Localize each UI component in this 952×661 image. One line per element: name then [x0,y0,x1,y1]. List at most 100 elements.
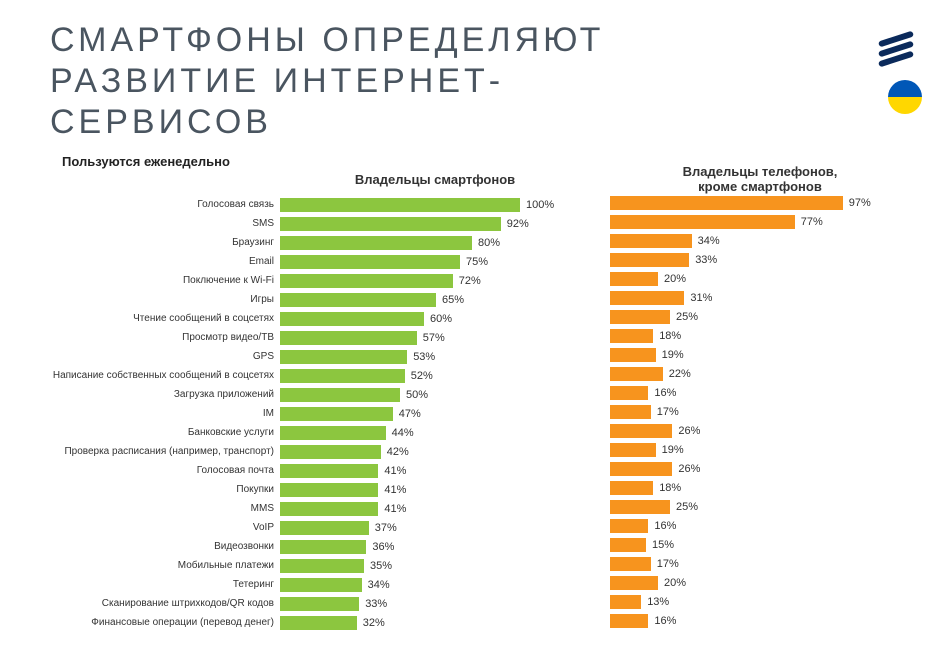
bar-row: 47% [280,404,590,423]
bar [610,500,670,514]
category-label: Игры [50,290,280,309]
bar [280,274,453,288]
bar [280,312,424,326]
bar [280,407,393,421]
category-label: Просмотр видео/ТВ [50,328,280,347]
bar-row: 42% [280,442,590,461]
slide-title: СМАРТФОНЫ ОПРЕДЕЛЯЮТ РАЗВИТИЕ ИНТЕРНЕТ- … [50,20,922,142]
bar-row: 36% [280,537,590,556]
bar-row: 33% [610,250,910,269]
bar [280,445,381,459]
bar-value: 41% [384,503,406,515]
bar-row: 41% [280,461,590,480]
category-label: Видеозвонки [50,537,280,556]
bar-value: 77% [801,216,823,228]
bar [610,215,795,229]
bar [280,426,386,440]
category-label: Банковские услуги [50,423,280,442]
bar-value: 36% [372,541,394,553]
bar-value: 16% [654,387,676,399]
bar-row: 25% [610,497,910,516]
bar [280,369,405,383]
right-chart-header-line2: кроме смартфонов [698,179,822,194]
right-chart-bars: 97%77%34%33%20%31%25%18%19%22%16%17%26%1… [610,193,910,630]
bar-value: 13% [647,596,669,608]
bar [610,291,684,305]
category-label: MMS [50,499,280,518]
bar-row: 32% [280,613,590,632]
bar-value: 26% [678,425,700,437]
slide: СМАРТФОНЫ ОПРЕДЕЛЯЮТ РАЗВИТИЕ ИНТЕРНЕТ- … [0,0,952,661]
category-label: Чтение сообщений в соцсетях [50,309,280,328]
bar-value: 19% [662,349,684,361]
bar-row: 19% [610,345,910,364]
bar-value: 52% [411,370,433,382]
bar [610,329,653,343]
bar-value: 31% [690,292,712,304]
bar-value: 19% [662,444,684,456]
bar-value: 22% [669,368,691,380]
category-label: Финансовые операции (перевод денег) [50,613,280,632]
bar [610,234,692,248]
bar-value: 18% [659,482,681,494]
bar-value: 60% [430,313,452,325]
bar-row: 75% [280,252,590,271]
category-label: VoIP [50,518,280,537]
bar [610,272,658,286]
category-label: Загрузка приложений [50,385,280,404]
category-label: Написание собственных сообщений в соцсет… [50,366,280,385]
bar-row: 50% [280,385,590,404]
bar [610,443,656,457]
bar [610,595,641,609]
bar-row: 13% [610,592,910,611]
category-label: Мобильные платежи [50,556,280,575]
category-label: Голосовая почта [50,461,280,480]
bar-row: 35% [280,556,590,575]
bar-value: 44% [392,427,414,439]
bar-value: 92% [507,218,529,230]
bar-row: 52% [280,366,590,385]
bar-row: 16% [610,611,910,630]
bar-value: 72% [459,275,481,287]
right-chart: Владельцы телефонов, кроме смартфонов 97… [610,173,910,630]
bar [280,464,378,478]
bar [280,483,378,497]
bar-row: 18% [610,326,910,345]
bar-row: 22% [610,364,910,383]
bar-row: 26% [610,421,910,440]
bar-row: 60% [280,309,590,328]
bar-row: 18% [610,478,910,497]
bar-value: 47% [399,408,421,420]
bar-value: 26% [678,463,700,475]
bar-value: 33% [695,254,717,266]
category-label: Email [50,252,280,271]
ukraine-flag-icon [888,80,922,114]
bar-row: 33% [280,594,590,613]
category-label: Голосовая связь [50,195,280,214]
bar-value: 20% [664,273,686,285]
bar-row: 92% [280,214,590,233]
bar-row: 17% [610,402,910,421]
bar-value: 17% [657,406,679,418]
bar-value: 53% [413,351,435,363]
bar-row: 72% [280,271,590,290]
category-label: Сканирование штрихкодов/QR кодов [50,594,280,613]
bar [610,576,658,590]
bar [610,519,648,533]
bar-value: 34% [368,579,390,591]
bar [280,578,362,592]
bar-row: 97% [610,193,910,212]
bar [610,462,672,476]
category-label: Поключение к Wi-Fi [50,271,280,290]
bar-row: 100% [280,195,590,214]
bar [280,559,364,573]
category-label: Браузинг [50,233,280,252]
bar-row: 41% [280,499,590,518]
bar-value: 25% [676,501,698,513]
bar-row: 41% [280,480,590,499]
category-label: Покупки [50,480,280,499]
bar-value: 25% [676,311,698,323]
bar-row: 80% [280,233,590,252]
bar-value: 41% [384,465,406,477]
bar-row: 19% [610,440,910,459]
